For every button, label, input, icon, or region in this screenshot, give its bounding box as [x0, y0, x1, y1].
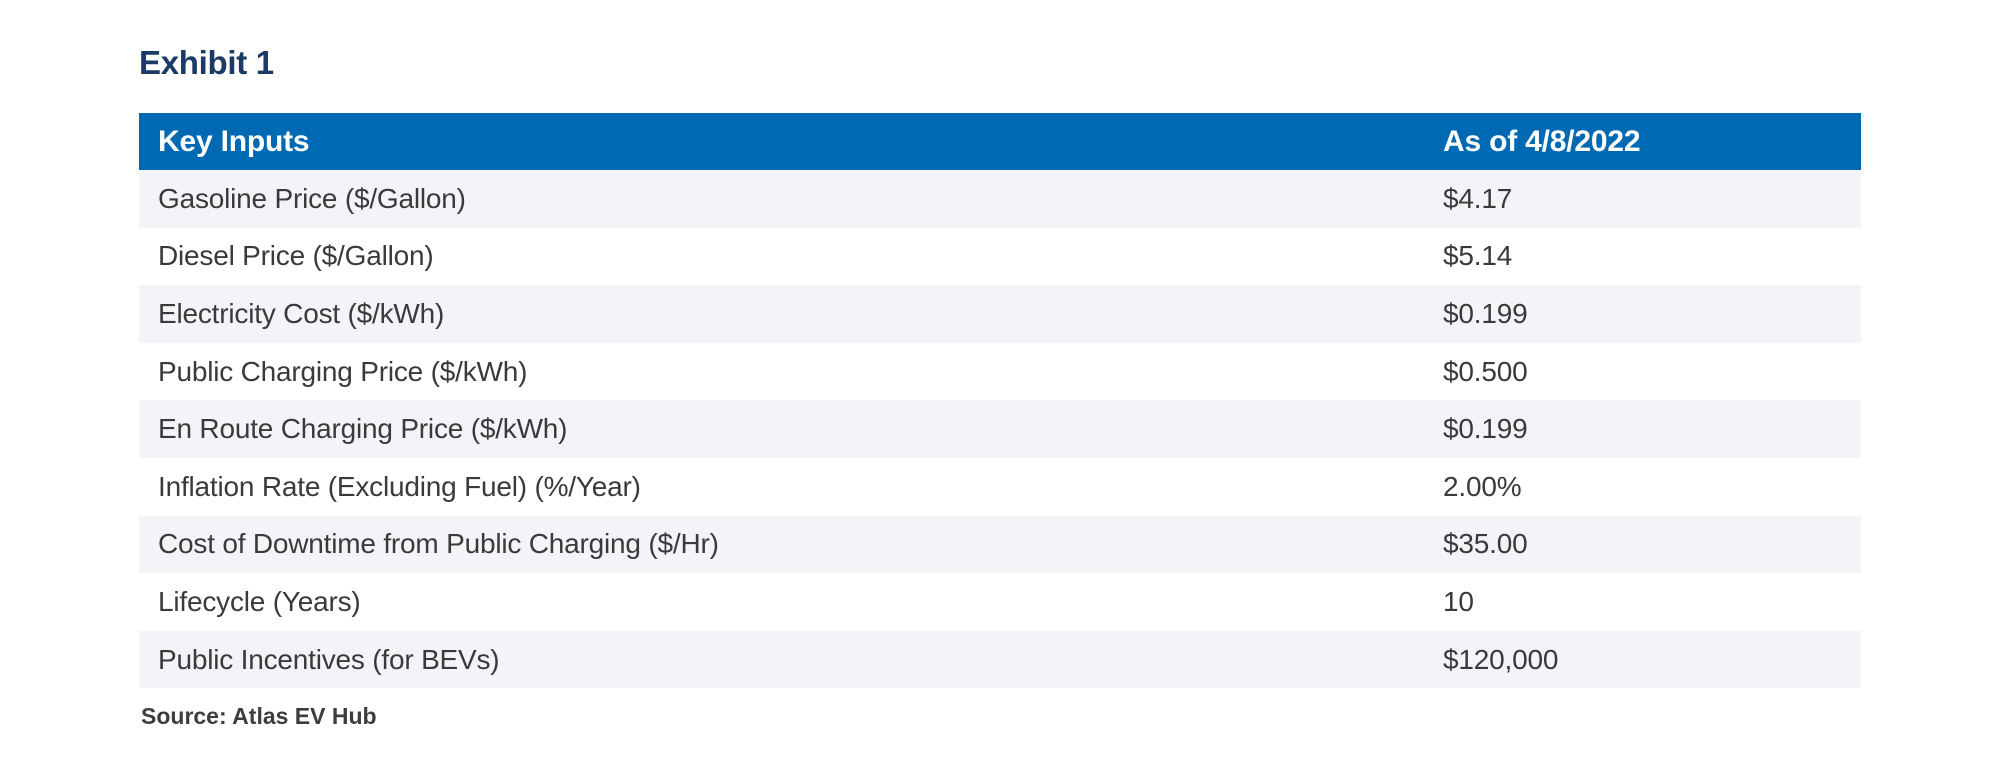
row-label: Public Charging Price ($/kWh) — [158, 355, 528, 387]
row-value: $0.500 — [1443, 355, 1528, 387]
row-value: $0.199 — [1443, 413, 1528, 445]
table-row: Gasoline Price ($/Gallon) $4.17 — [139, 170, 1861, 228]
table-row: Electricity Cost ($/kWh) $0.199 — [139, 285, 1861, 343]
table-row: Diesel Price ($/Gallon) $5.14 — [139, 227, 1861, 286]
row-label: En Route Charging Price ($/kWh) — [158, 413, 568, 445]
table-row: En Route Charging Price ($/kWh) $0.199 — [139, 400, 1861, 458]
row-value: $0.199 — [1443, 297, 1528, 329]
table-row: Public Charging Price ($/kWh) $0.500 — [139, 342, 1861, 401]
row-label: Gasoline Price ($/Gallon) — [158, 182, 466, 214]
row-value: $35.00 — [1443, 528, 1528, 560]
row-value: 10 — [1443, 585, 1474, 617]
table-row: Inflation Rate (Excluding Fuel) (%/Year)… — [139, 457, 1861, 516]
table-row: Cost of Downtime from Public Charging ($… — [139, 515, 1861, 574]
key-inputs-table: Key Inputs As of 4/8/2022 Gasoline Price… — [139, 113, 1861, 689]
row-label: Cost of Downtime from Public Charging ($… — [158, 528, 719, 560]
table-header-row: Key Inputs As of 4/8/2022 — [139, 113, 1861, 170]
table-row: Lifecycle (Years) 10 — [139, 573, 1861, 631]
row-label: Public Incentives (for BEVs) — [158, 643, 500, 675]
row-value: 2.00% — [1443, 470, 1522, 502]
exhibit-title: Exhibit 1 — [139, 44, 274, 81]
row-label: Inflation Rate (Excluding Fuel) (%/Year) — [158, 470, 641, 502]
row-label: Electricity Cost ($/kWh) — [158, 297, 445, 329]
row-label: Lifecycle (Years) — [158, 585, 361, 617]
header-key-inputs: Key Inputs — [139, 113, 1443, 170]
row-value: $4.17 — [1443, 182, 1513, 214]
source-note: Source: Atlas EV Hub — [141, 703, 377, 729]
table-row: Public Incentives (for BEVs) $120,000 — [139, 630, 1861, 689]
row-value: $5.14 — [1443, 240, 1513, 272]
header-as-of-date: As of 4/8/2022 — [1443, 113, 1861, 170]
row-value: $120,000 — [1443, 643, 1559, 675]
row-label: Diesel Price ($/Gallon) — [158, 240, 434, 272]
